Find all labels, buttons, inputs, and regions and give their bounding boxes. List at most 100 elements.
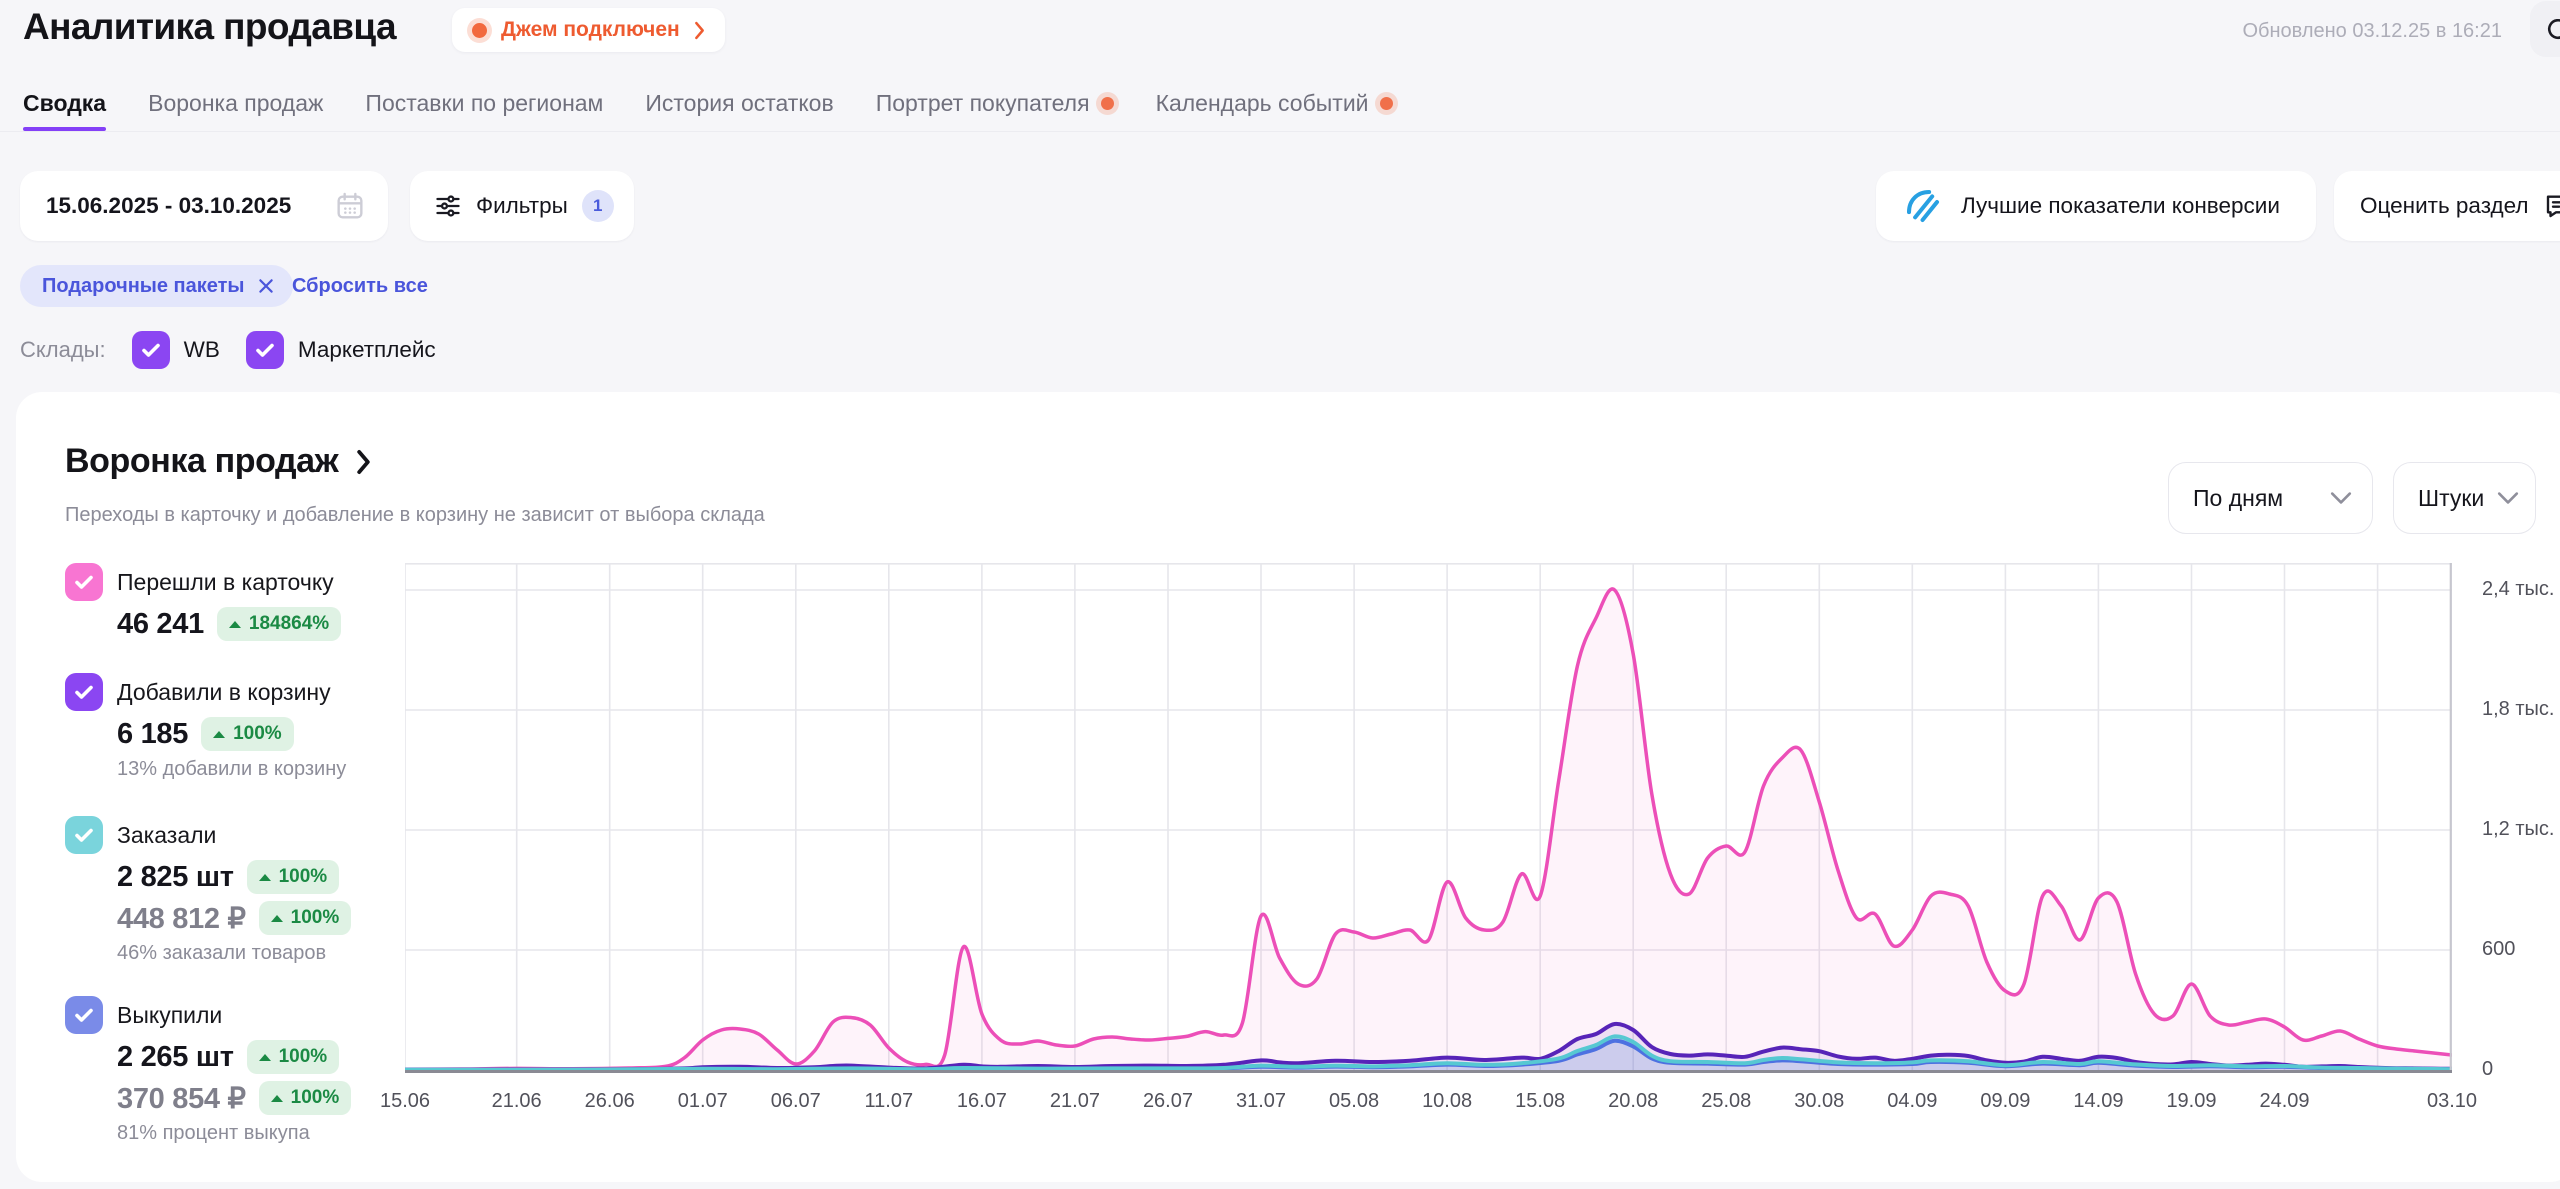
tab-2[interactable]: Воронка продаж <box>148 90 323 131</box>
legend-item: Перешли в карточку 46 241 184864% <box>65 563 400 642</box>
metric-value-rub: 448 812 ₽ <box>117 902 246 935</box>
tab-1[interactable]: Сводка <box>23 90 107 131</box>
legend-item: Заказали 2 825 шт 100% 448 812 ₽100% 46% зак… <box>65 816 400 965</box>
delta-badge: 100% <box>246 860 340 894</box>
y-axis-labels: 0 600 1,2 тыс. 1,8 тыс. 2,4 тыс. <box>2468 563 2560 1080</box>
arrow-up-icon <box>258 873 271 881</box>
delta-badge: 100% <box>258 1081 352 1115</box>
tab-label: Календарь событий <box>1155 90 1369 116</box>
funnel-chart[interactable] <box>405 563 2452 1074</box>
legend-checkbox[interactable] <box>65 816 103 854</box>
legend-checkbox[interactable] <box>65 673 103 711</box>
feedback-message-icon <box>2546 195 2560 218</box>
x-tick-label: 26.07 <box>1142 1090 1193 1112</box>
y-tick-label: 1,2 тыс. <box>2482 818 2555 840</box>
legend-checkbox[interactable] <box>65 563 103 601</box>
best-conversion-button[interactable]: Лучшие показатели конверсии <box>1876 171 2316 241</box>
x-tick-label: 09.09 <box>1980 1090 2031 1112</box>
funnel-title: Воронка продаж <box>65 442 339 480</box>
x-tick-label: 21.07 <box>1049 1090 1100 1112</box>
x-tick-label: 31.07 <box>1235 1090 1287 1112</box>
granularity-dropdown[interactable]: По дням <box>2168 462 2373 534</box>
notification-dot-icon <box>1100 96 1114 110</box>
legend-item: Добавили в корзину 6 185 100% 13% добавили … <box>65 673 400 781</box>
tab-label: История остатков <box>645 90 834 116</box>
x-tick-label: 05.08 <box>1329 1090 1380 1112</box>
date-range-picker[interactable]: 15.06.2025 - 03.10.2025 <box>20 171 388 241</box>
delta-badge: 184864% <box>216 607 342 641</box>
warehouse-label: WB <box>183 337 220 362</box>
best-conversion-label: Лучшие показатели конверсии <box>1961 193 2280 218</box>
x-tick-label: 04.09 <box>1887 1090 1938 1112</box>
metric-caption: 81% процент выкупа <box>117 1122 310 1144</box>
checkbox-checked[interactable] <box>245 331 284 369</box>
check-icon <box>256 343 274 357</box>
check-icon <box>75 828 93 842</box>
units-value: Штуки <box>2418 484 2485 511</box>
metric-value-rub: 370 854 ₽ <box>117 1082 246 1115</box>
tab-label: Портрет покупателя <box>875 90 1090 116</box>
metric-value: 46 241 <box>117 607 204 640</box>
warehouse-label: Маркетплейс <box>297 337 436 362</box>
reset-all-link[interactable]: Сбросить все <box>292 274 428 297</box>
arrow-up-icon <box>228 620 241 628</box>
notification-dot-icon <box>1379 96 1393 110</box>
updated-timestamp: Обновлено 03.12.25 в 16:21 <box>2242 20 2502 42</box>
check-icon <box>75 575 93 589</box>
close-icon[interactable] <box>257 277 275 295</box>
x-tick-label: 06.07 <box>770 1090 821 1112</box>
x-tick-label: 10.08 <box>1422 1090 1473 1112</box>
chevron-down-icon <box>2330 492 2352 504</box>
warehouse-checkbox-item[interactable]: WB <box>131 331 220 369</box>
funnel-chart-svg <box>405 563 2452 1073</box>
tab-5[interactable]: Портрет покупателя <box>876 90 1114 131</box>
x-axis-labels: 15.06 21.06 26.06 01.07 06.07 11.07 16.07 21.07… <box>380 1090 2477 1118</box>
status-dot-icon <box>472 22 487 38</box>
units-dropdown[interactable]: Штуки <box>2393 462 2536 534</box>
active-filter-chip[interactable]: Подарочные пакеты <box>20 265 294 307</box>
tab-4[interactable]: История остатков <box>645 90 833 131</box>
page-title: Аналитика продавца <box>23 6 397 47</box>
rate-section-label: Оценить раздел <box>2360 193 2529 218</box>
delta-badge: 100% <box>201 717 294 751</box>
x-tick-label: 24.09 <box>2259 1090 2310 1112</box>
y-tick-label: 2,4 тыс. <box>2482 578 2555 600</box>
x-tick-label: 25.08 <box>1701 1090 1752 1112</box>
rate-section-button[interactable]: Оценить раздел <box>2334 171 2560 241</box>
checkbox-checked[interactable] <box>131 331 170 369</box>
check-icon <box>75 1008 93 1022</box>
x-tick-label: 11.07 <box>864 1090 914 1112</box>
legend-label: Добавили в корзину <box>117 678 331 705</box>
x-tick-label: 26.06 <box>584 1090 635 1112</box>
sales-funnel-card: Воронка продаж Переходы в карточку и доб… <box>16 392 2560 1182</box>
sliders-icon <box>436 195 460 217</box>
filters-button[interactable]: Фильтры 1 <box>410 171 634 241</box>
tab-label: Сводка <box>23 90 107 116</box>
jam-connected-badge[interactable]: Джем подключен <box>452 8 725 52</box>
x-tick-label: 16.07 <box>956 1090 1007 1112</box>
x-tick-label: 14.09 <box>2073 1090 2124 1112</box>
x-tick-label: 03.10 <box>2426 1090 2478 1112</box>
metric-value: 2 825 шт <box>117 860 234 893</box>
jam-badge-label: Джем подключен <box>501 18 680 41</box>
funnel-title-link[interactable]: Воронка продаж <box>65 442 371 481</box>
delta-badge: 100% <box>246 1040 340 1074</box>
tab-6[interactable]: Календарь событий <box>1156 90 1393 131</box>
check-icon <box>75 685 93 699</box>
legend-label: Заказали <box>117 821 217 848</box>
tab-3[interactable]: Поставки по регионам <box>365 90 603 131</box>
warehouses-row: Склады: WB Маркетплейс <box>20 330 436 370</box>
tab-label: Поставки по регионам <box>365 90 604 116</box>
arrow-up-icon <box>258 1053 271 1061</box>
legend-label: Перешли в карточку <box>117 568 334 595</box>
tab-label: Воронка продаж <box>148 90 324 116</box>
refresh-button[interactable] <box>2530 1 2560 57</box>
x-tick-label: 19.09 <box>2166 1090 2217 1112</box>
metric-value: 6 185 <box>117 717 189 750</box>
chevron-right-icon <box>694 21 704 39</box>
legend-label: Выкупили <box>117 1001 223 1028</box>
warehouse-checkbox-item[interactable]: Маркетплейс <box>245 331 436 369</box>
legend-checkbox[interactable] <box>65 996 103 1034</box>
refresh-icon <box>2548 18 2560 40</box>
x-tick-label: 15.08 <box>1515 1090 1566 1112</box>
